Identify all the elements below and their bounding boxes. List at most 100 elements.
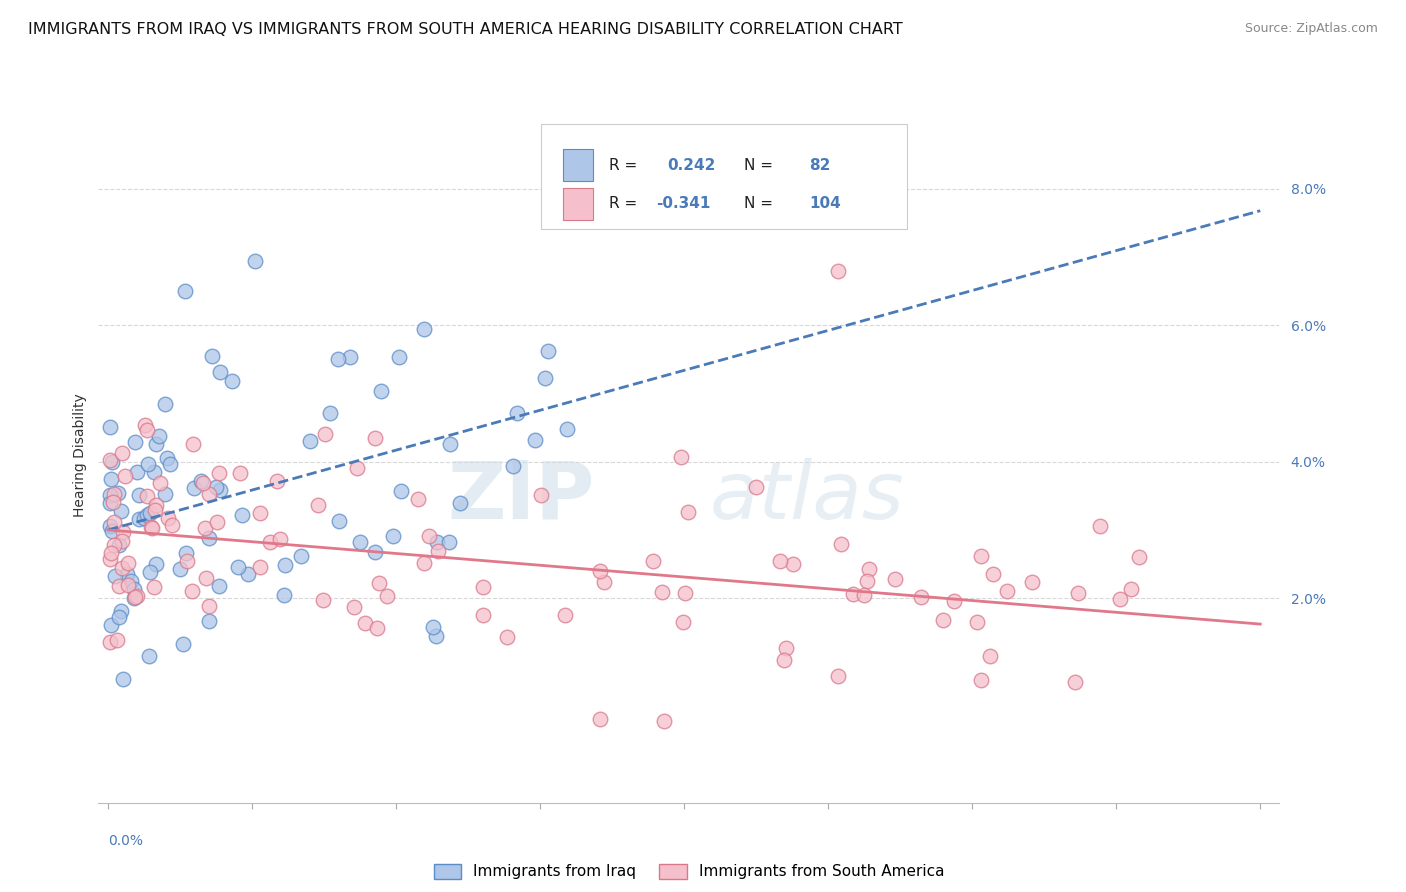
- Point: [208, 466, 231, 480]
- Point: [149, 476, 172, 491]
- Point: [669, 450, 692, 465]
- Point: [121, 574, 143, 588]
- Point: [139, 565, 162, 579]
- Point: [153, 397, 176, 411]
- Point: [524, 434, 547, 448]
- Point: [143, 503, 166, 517]
- Point: [1021, 575, 1043, 590]
- Point: [1067, 585, 1090, 599]
- Point: [366, 621, 388, 635]
- Point: [856, 574, 879, 589]
- Point: [100, 472, 122, 486]
- Point: [842, 587, 865, 601]
- Point: [110, 604, 132, 618]
- FancyBboxPatch shape: [562, 150, 593, 181]
- Point: [153, 486, 176, 500]
- Point: [194, 571, 217, 585]
- Point: [111, 446, 134, 460]
- Point: [328, 514, 350, 528]
- Text: 104: 104: [810, 196, 841, 211]
- FancyBboxPatch shape: [562, 187, 593, 219]
- Point: [209, 365, 232, 379]
- Point: [136, 508, 159, 523]
- Text: R =: R =: [609, 158, 641, 173]
- Point: [112, 524, 135, 539]
- Point: [111, 534, 134, 549]
- Point: [198, 487, 221, 501]
- Point: [534, 371, 557, 385]
- Point: [145, 498, 167, 512]
- Point: [159, 457, 181, 471]
- Point: [125, 589, 148, 603]
- Point: [226, 560, 249, 574]
- Point: [426, 535, 449, 549]
- Point: [139, 507, 162, 521]
- Text: N =: N =: [744, 196, 779, 211]
- Point: [314, 426, 336, 441]
- Point: [651, 585, 673, 599]
- Point: [910, 590, 932, 604]
- Point: [412, 322, 434, 336]
- Point: [98, 552, 121, 566]
- Point: [593, 574, 616, 589]
- Point: [942, 593, 965, 607]
- Point: [208, 579, 231, 593]
- Point: [110, 504, 132, 518]
- Point: [346, 461, 368, 475]
- Point: [782, 557, 804, 571]
- Text: N =: N =: [744, 158, 779, 173]
- Point: [537, 343, 560, 358]
- Point: [103, 538, 125, 552]
- Point: [249, 506, 271, 520]
- Point: [169, 562, 191, 576]
- Text: 0.242: 0.242: [668, 158, 716, 173]
- Point: [773, 653, 796, 667]
- Point: [200, 349, 222, 363]
- Point: [205, 480, 228, 494]
- Point: [100, 546, 122, 560]
- Point: [128, 488, 150, 502]
- Point: [103, 515, 125, 529]
- Point: [1119, 582, 1142, 597]
- Point: [174, 545, 197, 559]
- Point: [273, 588, 295, 602]
- Text: Source: ZipAtlas.com: Source: ZipAtlas.com: [1244, 22, 1378, 36]
- Point: [745, 480, 768, 494]
- Point: [266, 474, 288, 488]
- Point: [162, 517, 184, 532]
- Point: [134, 417, 156, 432]
- Point: [1128, 550, 1150, 565]
- Point: [172, 637, 194, 651]
- Point: [827, 264, 849, 278]
- Point: [769, 554, 792, 568]
- Point: [312, 592, 335, 607]
- Point: [1088, 519, 1111, 533]
- Point: [299, 434, 322, 449]
- Text: -0.341: -0.341: [655, 196, 710, 211]
- Point: [643, 554, 665, 568]
- Point: [114, 469, 136, 483]
- Point: [141, 521, 163, 535]
- Point: [112, 672, 135, 686]
- Point: [136, 489, 159, 503]
- Point: [207, 515, 229, 529]
- Point: [375, 590, 398, 604]
- Point: [449, 496, 471, 510]
- Point: [103, 486, 125, 500]
- Point: [125, 465, 148, 479]
- Point: [231, 508, 253, 522]
- Point: [1064, 674, 1087, 689]
- Point: [652, 714, 675, 728]
- Point: [412, 556, 434, 570]
- Point: [98, 496, 121, 510]
- Point: [221, 374, 243, 388]
- Point: [101, 524, 124, 538]
- Point: [143, 581, 166, 595]
- Point: [970, 549, 993, 563]
- Point: [117, 557, 139, 571]
- Point: [156, 511, 179, 525]
- Point: [439, 437, 461, 451]
- Text: R =: R =: [609, 196, 641, 211]
- Point: [269, 532, 291, 546]
- Point: [427, 543, 450, 558]
